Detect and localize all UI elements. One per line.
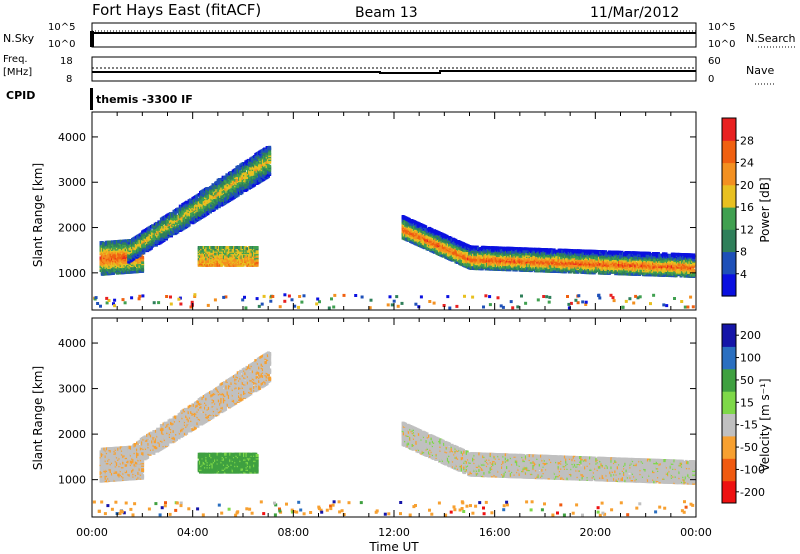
noise-panel: N.Sky 10^5 10^0 10^5 10^0 N.Search	[3, 22, 796, 50]
echo-cell	[514, 247, 518, 250]
echo-cell	[402, 219, 406, 223]
echo-cell	[419, 242, 423, 245]
echo-cell	[217, 205, 221, 209]
noise-right-label: N.Search	[746, 32, 796, 45]
echo-cell	[138, 253, 142, 257]
date-title: 11/Mar/2012	[590, 5, 679, 21]
echo-cell	[133, 247, 137, 251]
echo-cell	[238, 165, 241, 169]
echo-cell	[449, 236, 453, 240]
echo-cell	[256, 156, 260, 160]
echo-cell	[255, 168, 259, 172]
echo-cell	[165, 229, 168, 233]
noise-left-tick-bottom: 10^0	[48, 39, 75, 50]
echo-cell	[227, 185, 231, 189]
echo-cell	[253, 183, 257, 187]
echo-cell	[463, 251, 467, 255]
freq-tick-top: 18	[60, 56, 73, 67]
freq-tick-bottom: 8	[66, 74, 72, 85]
echo-cell	[421, 239, 425, 243]
echo-cell	[260, 164, 264, 167]
nave-label: Nave	[746, 64, 774, 77]
echo-cell	[548, 264, 552, 268]
echo-cell	[406, 223, 410, 227]
freq-label-1: Freq.	[3, 54, 28, 65]
noise-left-label: N.Sky	[3, 32, 35, 45]
echo-cell	[420, 237, 424, 241]
echo-cell	[159, 235, 163, 239]
echo-cell	[430, 228, 434, 232]
echo-cell	[454, 238, 458, 242]
echo-cell	[268, 164, 272, 168]
echo-cell	[407, 217, 411, 221]
echo-cell	[255, 249, 259, 253]
echo-cell	[141, 255, 145, 259]
noise-right-tick-top: 10^5	[708, 22, 735, 33]
echo-cell	[236, 188, 240, 192]
echo-cell	[419, 231, 423, 235]
echo-cell	[152, 243, 156, 247]
echo-cell	[439, 246, 443, 249]
echo-cell	[424, 225, 428, 229]
echo-cell	[217, 178, 221, 181]
echo-cell	[176, 230, 180, 234]
freq-label-2: [MHz]	[3, 67, 32, 78]
cpid-program: themis -3300 IF	[96, 93, 193, 106]
cpid-panel: CPID themis -3300 IF	[6, 88, 193, 110]
power-echo-cells	[93, 145, 696, 310]
echo-cell	[502, 246, 506, 250]
frequency-panel: Freq. [MHz] 18 8 60 0 Nave	[3, 54, 775, 85]
beam-title: Beam 13	[355, 5, 418, 21]
noise-left-tick-top: 10^5	[48, 22, 75, 33]
echo-cell	[149, 230, 153, 234]
echo-cell	[255, 246, 259, 249]
echo-cell	[250, 178, 254, 182]
cpid-label: CPID	[6, 89, 35, 102]
echo-cell	[433, 236, 436, 240]
station-title: Fort Hays East (fitACF)	[92, 1, 261, 19]
nave-tick-bottom: 0	[708, 74, 714, 85]
echo-cell	[147, 238, 151, 242]
echo-cell	[139, 232, 143, 236]
echo-cell	[235, 184, 239, 188]
echo-cell	[154, 239, 158, 243]
echo-cell	[445, 234, 449, 238]
echo-cell	[417, 230, 421, 233]
echo-cell	[268, 171, 272, 175]
nave-tick-top: 60	[708, 56, 721, 67]
echo-cell	[209, 202, 212, 206]
echo-cell	[132, 257, 136, 261]
echo-cell	[141, 267, 145, 271]
noise-right-tick-bottom: 10^0	[708, 39, 735, 50]
echo-cell	[141, 261, 145, 264]
echo-cell	[268, 151, 272, 155]
echo-cell	[137, 246, 141, 250]
echo-cell	[499, 246, 503, 250]
echo-cell	[128, 251, 132, 255]
echo-cell	[224, 187, 228, 191]
echo-cell	[231, 194, 235, 197]
echo-cell	[268, 145, 272, 149]
